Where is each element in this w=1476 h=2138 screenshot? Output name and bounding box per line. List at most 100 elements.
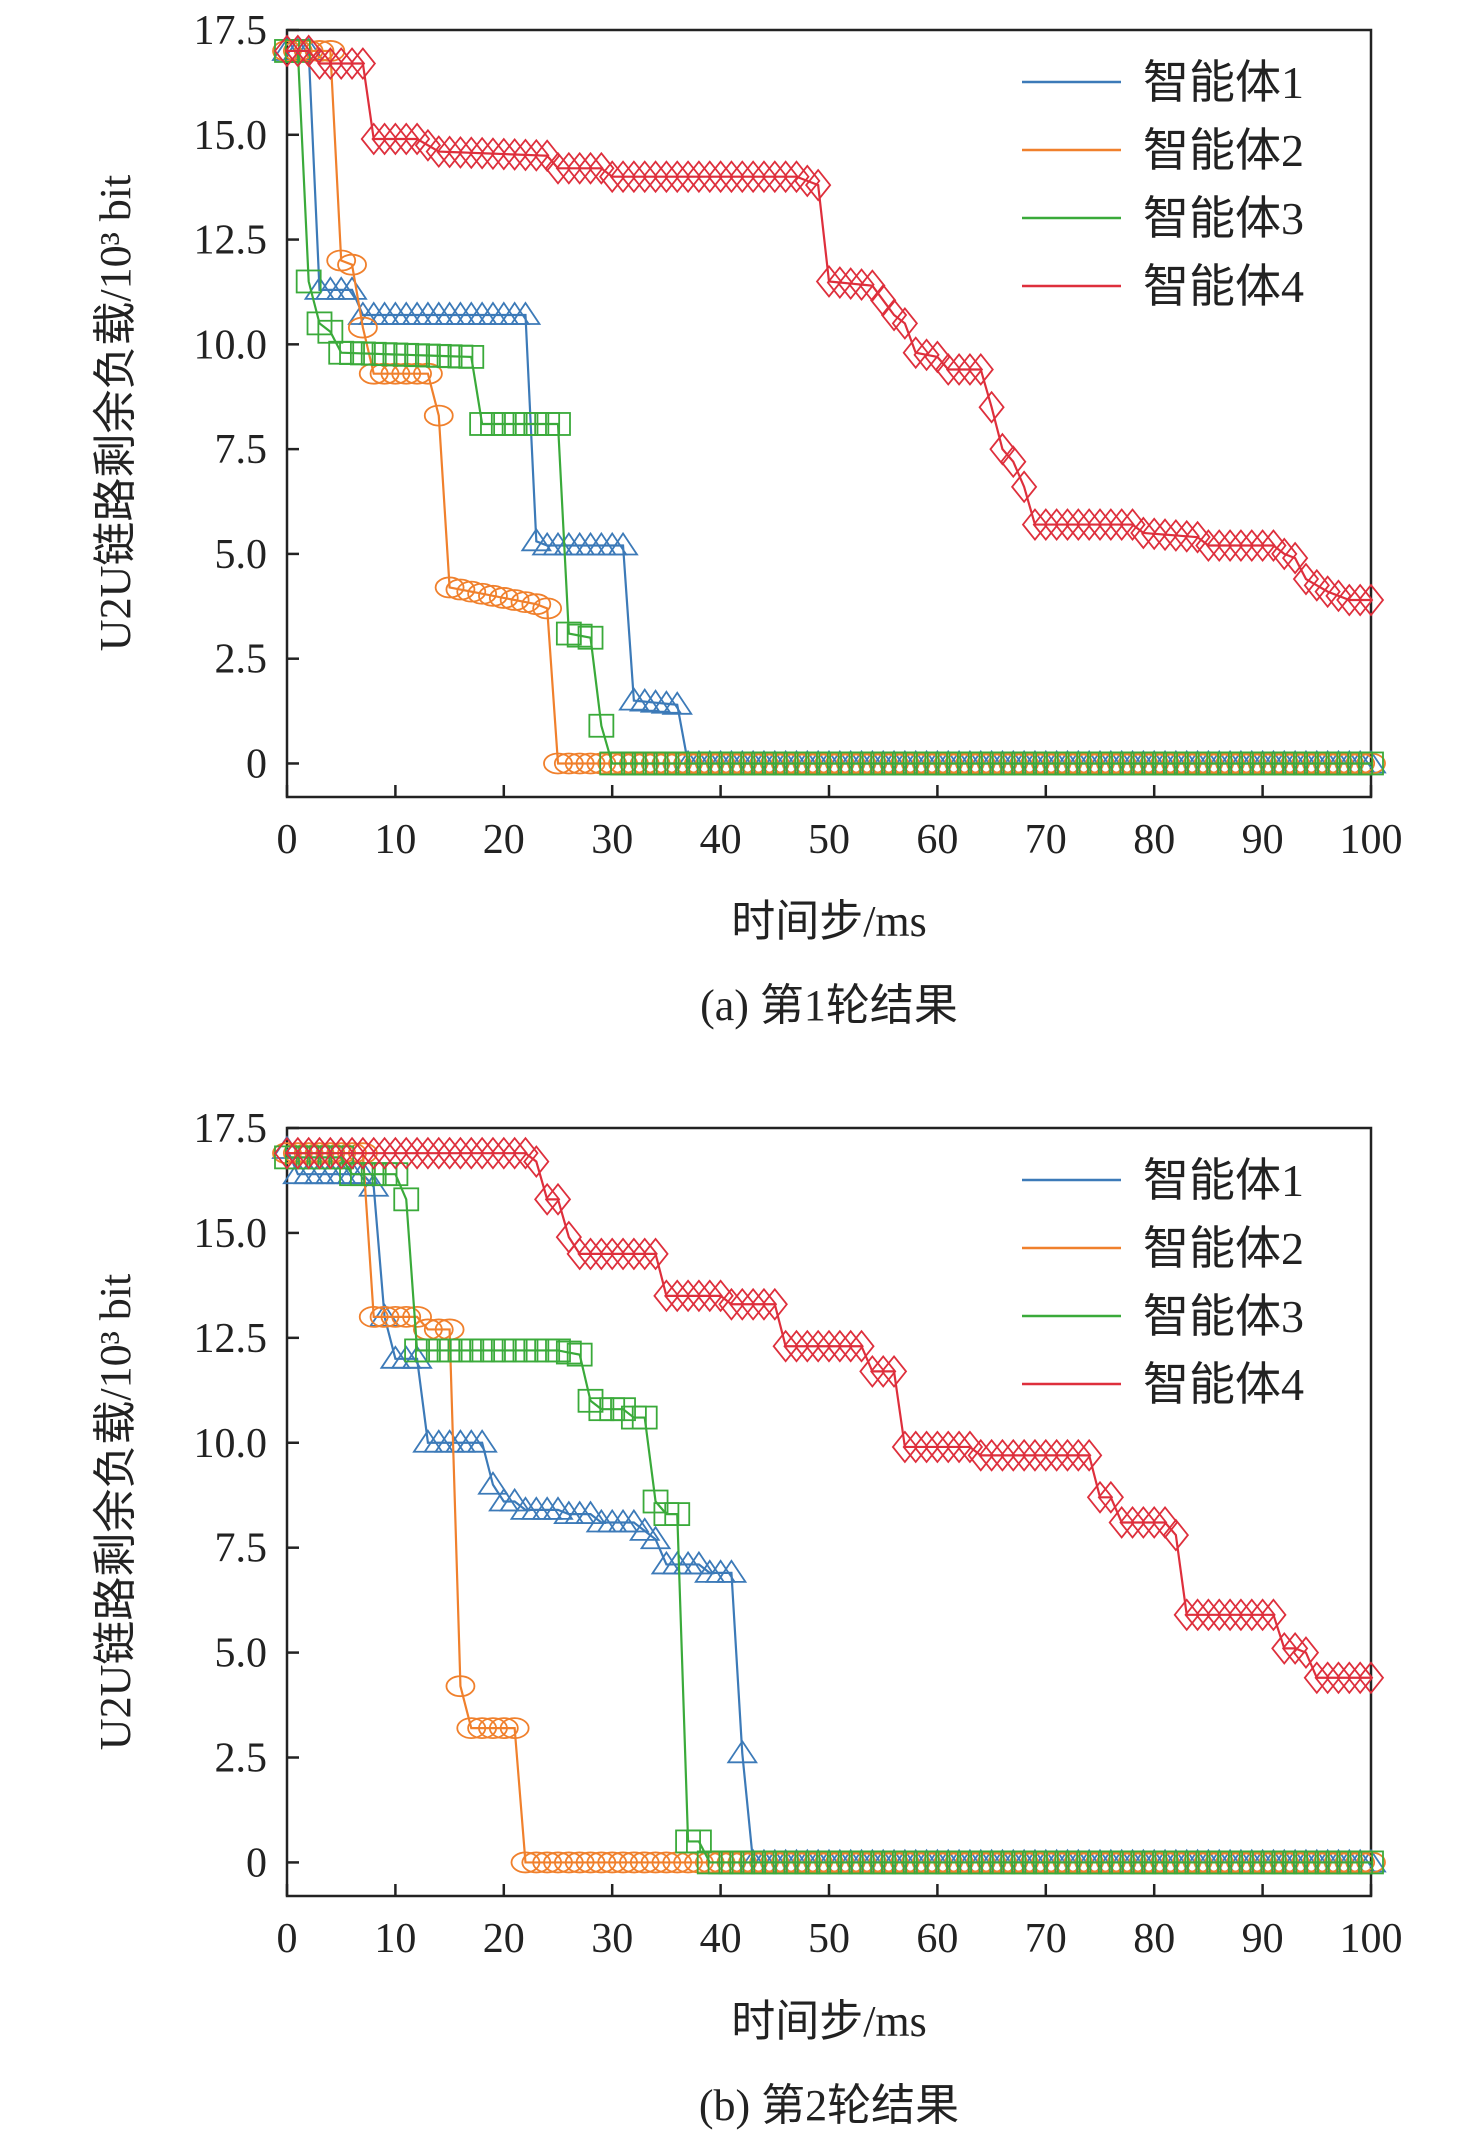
diamond-marker bbox=[1043, 1438, 1070, 1472]
diamond-marker bbox=[642, 1237, 669, 1271]
diamond-marker bbox=[1130, 1506, 1157, 1539]
x-tick-label: 40 bbox=[700, 817, 742, 863]
y-axis-label: U2U链路剩余负载/10³ bit bbox=[91, 1274, 140, 1750]
diamond-marker bbox=[577, 1237, 604, 1271]
diamond-marker bbox=[555, 151, 582, 185]
circle-marker bbox=[369, 362, 400, 385]
diamond-marker bbox=[902, 1430, 929, 1464]
diamond-marker bbox=[1054, 508, 1081, 542]
triangle-marker bbox=[639, 1525, 672, 1550]
circle-marker bbox=[629, 1851, 660, 1874]
diamond-marker bbox=[458, 1136, 485, 1170]
chart-caption: (a) 第1轮结果 bbox=[700, 981, 958, 1030]
square-marker bbox=[382, 1162, 409, 1187]
triangle-marker bbox=[661, 691, 693, 715]
square-marker bbox=[686, 1829, 712, 1854]
triangle-marker bbox=[498, 1487, 531, 1512]
diamond-marker bbox=[772, 1329, 799, 1363]
x-tick-label: 50 bbox=[808, 817, 850, 863]
y-tick-label: 15.0 bbox=[194, 1211, 268, 1257]
diamond-marker bbox=[1260, 1598, 1287, 1632]
diamond-marker bbox=[295, 1136, 322, 1170]
diamond-marker bbox=[1281, 541, 1309, 575]
diamond-marker bbox=[1303, 1661, 1330, 1695]
diamond-marker bbox=[317, 1136, 344, 1170]
circle-marker bbox=[553, 752, 584, 775]
legend-label: 智能体4 bbox=[1143, 261, 1304, 312]
x-tick-label: 30 bbox=[591, 1916, 633, 1962]
triangle-marker bbox=[650, 690, 683, 714]
diamond-marker bbox=[1086, 1480, 1114, 1514]
square-marker bbox=[295, 269, 322, 294]
legend: 智能体1 智能体2 智能体3 智能体4 bbox=[1022, 57, 1304, 312]
diamond-marker bbox=[1076, 1438, 1103, 1472]
circle-marker bbox=[640, 1851, 671, 1874]
square-marker bbox=[577, 1388, 604, 1413]
legend-label: 智能体2 bbox=[1143, 125, 1304, 176]
diamond-marker bbox=[501, 138, 528, 171]
y-tick-label: 0 bbox=[246, 741, 267, 787]
diamond-marker bbox=[642, 160, 669, 194]
triangle-marker bbox=[466, 1429, 498, 1453]
diamond-marker bbox=[945, 1430, 973, 1464]
diamond-marker bbox=[1238, 529, 1265, 562]
diamond-marker bbox=[588, 151, 615, 185]
diamond-marker bbox=[707, 1279, 734, 1313]
legend-label: 智能体4 bbox=[1143, 1359, 1304, 1410]
circle-marker bbox=[597, 1851, 628, 1874]
diamond-marker bbox=[1065, 508, 1092, 542]
square-marker bbox=[1358, 751, 1384, 776]
diamond-marker bbox=[1021, 508, 1049, 542]
diamond-marker bbox=[739, 160, 767, 194]
circle-marker bbox=[532, 597, 563, 620]
diamond-marker bbox=[425, 135, 452, 168]
circle-marker bbox=[413, 362, 443, 385]
triangle-marker bbox=[726, 1739, 758, 1764]
y-tick-label: 7.5 bbox=[215, 427, 268, 473]
square-marker bbox=[555, 1340, 582, 1365]
diamond-marker bbox=[577, 151, 604, 185]
diamond-marker bbox=[620, 160, 648, 194]
diamond-marker bbox=[1173, 1598, 1200, 1632]
diamond-marker bbox=[393, 122, 420, 156]
legend-label: 智能体3 bbox=[1143, 1291, 1304, 1342]
diamond-marker bbox=[1357, 1661, 1385, 1695]
square-marker bbox=[545, 412, 571, 436]
triangle-marker bbox=[683, 1550, 715, 1575]
diamond-marker bbox=[902, 336, 929, 370]
diamond-marker bbox=[967, 353, 994, 386]
circle-marker bbox=[467, 582, 498, 605]
circle-marker bbox=[423, 404, 454, 427]
triangle-marker bbox=[618, 686, 650, 711]
circle-marker bbox=[478, 1717, 508, 1740]
diamond-marker bbox=[826, 266, 853, 299]
diamond-marker bbox=[783, 160, 810, 194]
diamond-marker bbox=[1325, 1661, 1352, 1695]
y-tick-label: 17.5 bbox=[194, 1106, 268, 1152]
y-tick-label: 5.0 bbox=[215, 532, 268, 578]
diamond-marker bbox=[479, 137, 507, 171]
circle-marker bbox=[402, 362, 432, 385]
diamond-marker bbox=[273, 1136, 301, 1170]
diamond-marker bbox=[490, 1136, 517, 1170]
square-marker bbox=[555, 621, 582, 646]
diamond-marker bbox=[924, 1430, 951, 1464]
circle-marker bbox=[488, 587, 519, 609]
diamond-marker bbox=[1195, 529, 1222, 562]
diamond-marker bbox=[1314, 1661, 1341, 1695]
diamond-marker bbox=[306, 1136, 333, 1170]
triangle-marker bbox=[629, 1517, 661, 1541]
diamond-marker bbox=[826, 1329, 853, 1363]
circle-marker bbox=[337, 253, 367, 276]
diamond-marker bbox=[544, 1182, 572, 1216]
diamond-marker bbox=[1162, 1518, 1190, 1552]
circle-marker bbox=[347, 316, 378, 339]
diamond-marker bbox=[1162, 519, 1190, 552]
legend-label: 智能体2 bbox=[1143, 1223, 1304, 1274]
diamond-marker bbox=[880, 1354, 908, 1388]
circle-marker bbox=[380, 362, 411, 385]
diamond-marker bbox=[1021, 1438, 1049, 1472]
diamond-marker bbox=[328, 1136, 355, 1170]
diamond-marker bbox=[1195, 1598, 1222, 1632]
triangle-marker bbox=[574, 1500, 607, 1524]
